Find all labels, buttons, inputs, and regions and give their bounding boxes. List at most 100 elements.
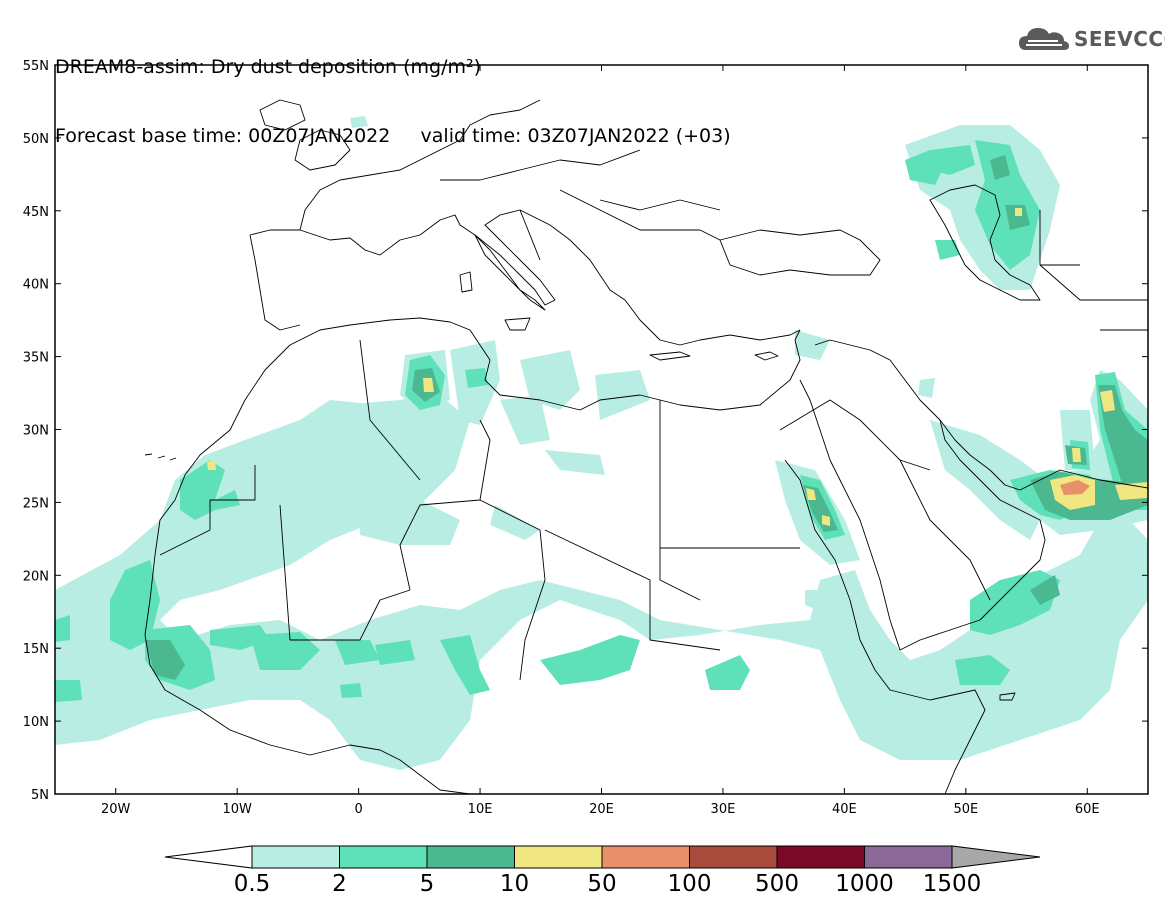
coastline-arabia xyxy=(799,339,1046,651)
chart-title: DREAM8-assim: Dry dust deposition (mg/m²… xyxy=(55,56,482,78)
dust-region xyxy=(1060,480,1090,495)
island-canaries xyxy=(144,453,177,461)
dust-region xyxy=(705,655,750,690)
dust-region xyxy=(180,460,240,520)
dust-region xyxy=(1098,385,1148,505)
dust-region xyxy=(423,378,434,392)
dust-region xyxy=(55,615,70,642)
colorbar-label: 0.5 xyxy=(234,871,271,897)
lat-tick-label: 55N xyxy=(23,59,49,74)
dust-region xyxy=(595,370,650,420)
coastline-africa xyxy=(144,317,986,794)
dust-region xyxy=(350,116,368,128)
dust-region xyxy=(520,350,580,410)
chart-subtitle: Forecast base time: 00Z07JAN2022 valid t… xyxy=(55,125,731,147)
island-cyprus xyxy=(754,351,779,361)
dust-region xyxy=(1015,208,1022,216)
dust-region xyxy=(340,683,362,698)
lat-tick-label: 35N xyxy=(23,351,49,366)
island-sicily xyxy=(504,317,531,331)
dust-region xyxy=(918,378,935,398)
lat-tick-label: 30N xyxy=(23,424,49,439)
axis-ticks: 20W 10W 0 10E 20E 30E 40E 50E 60E 55N 50N 45N 40N 35N… xyxy=(23,59,1148,817)
lat-tick-label: 20N xyxy=(23,569,49,584)
dust-region xyxy=(1100,390,1115,412)
dust-region xyxy=(55,395,1148,770)
dust-region xyxy=(805,590,820,610)
lon-tick-label: 60E xyxy=(1075,802,1100,817)
dust-region xyxy=(465,368,488,388)
island-socotra xyxy=(999,692,1016,701)
dust-region xyxy=(55,680,82,702)
coastline-europe xyxy=(249,99,801,346)
colorbar-above-arrow xyxy=(951,845,1041,869)
deposition-field xyxy=(55,116,1148,770)
dust-region xyxy=(1005,205,1030,230)
lat-tick-label: 50N xyxy=(23,132,49,147)
lat-tick-label: 40N xyxy=(23,278,49,293)
lon-tick-label: 40E xyxy=(832,802,857,817)
lon-tick-label: 20E xyxy=(589,802,614,817)
colorbar-label: 2 xyxy=(332,871,347,897)
dust-region xyxy=(145,640,185,680)
dust-region xyxy=(250,632,320,670)
island-sardinia xyxy=(459,271,473,293)
colorbar-label: 50 xyxy=(587,871,616,897)
colorbar-below-arrow xyxy=(164,845,253,869)
colorbar-bin xyxy=(251,845,340,869)
border-lines xyxy=(159,149,1148,681)
colorbar-bin xyxy=(426,845,515,869)
cloud-icon xyxy=(1019,28,1069,50)
island-crete xyxy=(649,351,691,361)
coastline-persian-gulf xyxy=(939,419,1148,491)
lon-tick-label: 10E xyxy=(468,802,493,817)
colorbar-bin xyxy=(601,845,690,869)
lon-tick-label: 50E xyxy=(953,802,978,817)
dust-region xyxy=(806,488,816,500)
dust-region xyxy=(500,395,550,445)
dust-region xyxy=(1072,448,1081,462)
coastlines-borders xyxy=(144,99,1148,794)
lat-tick-label: 25N xyxy=(23,496,49,511)
dust-region xyxy=(990,155,1010,180)
colorbar-label: 100 xyxy=(668,871,712,897)
colorbar-label: 10 xyxy=(500,871,529,897)
dust-region xyxy=(930,145,975,175)
dust-region xyxy=(335,640,380,665)
dust-region xyxy=(440,635,490,695)
lat-tick-label: 5N xyxy=(31,788,49,803)
colorbar-label: 500 xyxy=(755,871,799,897)
dust-region xyxy=(1115,482,1148,500)
coastline-italy xyxy=(474,234,546,311)
dust-region xyxy=(795,330,830,360)
lat-tick-label: 45N xyxy=(23,205,49,220)
dust-region xyxy=(360,500,460,545)
colorbar-bin xyxy=(514,845,603,869)
lon-tick-label: 0 xyxy=(354,802,362,817)
lat-tick-label: 10N xyxy=(23,715,49,730)
lon-tick-label: 10W xyxy=(222,802,252,817)
coastline-uk xyxy=(259,99,351,171)
dust-region xyxy=(935,240,960,260)
dust-region xyxy=(822,515,830,526)
dust-region xyxy=(300,390,455,460)
seevccc-logo: SEEVCCC xyxy=(1018,22,1165,56)
dust-region xyxy=(540,635,640,685)
dust-region xyxy=(207,460,216,470)
dust-region xyxy=(110,560,160,650)
lat-tick-label: 15N xyxy=(23,642,49,657)
coastline-blacksea xyxy=(719,229,881,276)
dust-region xyxy=(375,640,415,665)
lon-tick-label: 30E xyxy=(711,802,736,817)
dust-region xyxy=(955,655,1010,685)
logo-text: SEEVCCC xyxy=(1074,27,1165,51)
colorbar-bin xyxy=(864,845,953,869)
colorbar-label: 5 xyxy=(420,871,435,897)
colorbar-bin xyxy=(689,845,778,869)
colorbar-label: 1000 xyxy=(835,871,894,897)
coastline-caspian xyxy=(929,184,1041,301)
title-block: DREAM8-assim: Dry dust deposition (mg/m²… xyxy=(55,10,731,171)
colorbar-bin xyxy=(776,845,865,869)
dust-region xyxy=(490,505,540,540)
